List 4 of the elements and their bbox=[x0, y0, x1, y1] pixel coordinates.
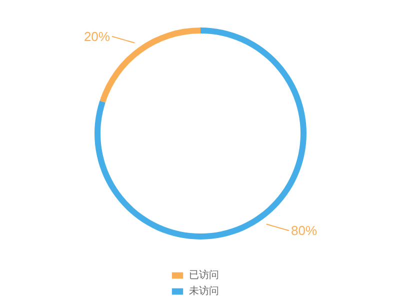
legend-label: 已访问 bbox=[189, 268, 219, 282]
data-label: 20% bbox=[84, 28, 110, 44]
legend-label: 未访问 bbox=[189, 284, 219, 298]
data-label: 80% bbox=[291, 223, 318, 238]
